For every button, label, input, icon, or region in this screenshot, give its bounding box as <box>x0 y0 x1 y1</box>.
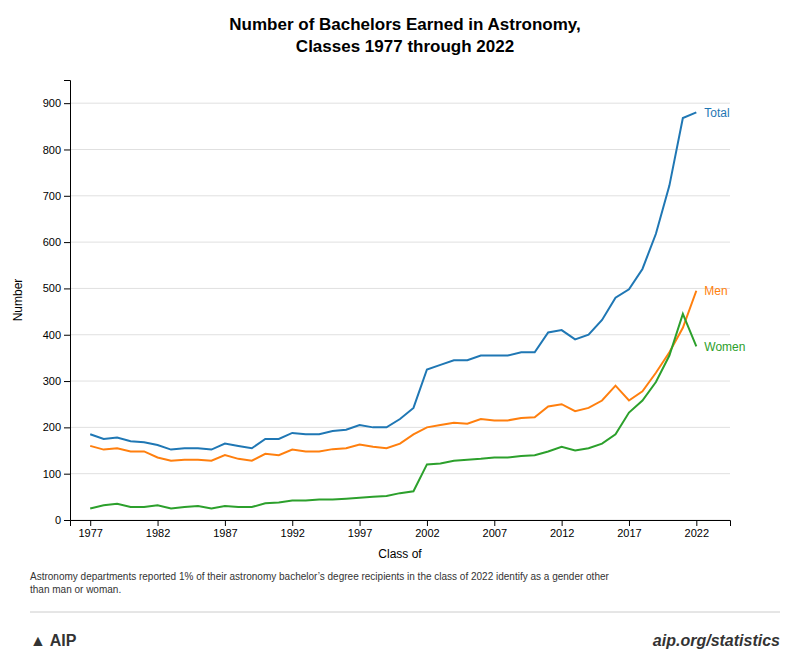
y-tick-mark <box>64 242 70 243</box>
y-tick: 900 <box>43 97 70 109</box>
x-axis-label: Class of <box>378 547 422 561</box>
x-tick: 2017 <box>617 520 641 539</box>
x-tick-mark <box>427 520 428 526</box>
x-tick-label: 2022 <box>685 527 709 539</box>
y-tick-label: 600 <box>43 236 61 248</box>
x-tick: 1987 <box>213 520 237 539</box>
y-tick-mark <box>64 427 70 428</box>
x-tick: 2022 <box>685 520 709 539</box>
x-tick: 2007 <box>483 520 507 539</box>
y-axis-label: Number <box>11 279 25 322</box>
grid-line <box>70 103 730 104</box>
x-tick-label: 1977 <box>78 527 102 539</box>
y-tick-label: 800 <box>43 143 61 155</box>
footnote: Astronomy departments reported 1% of the… <box>30 571 610 595</box>
y-tick-label: 500 <box>43 282 61 294</box>
y-tick: 0 <box>55 514 70 526</box>
y-tick: 400 <box>43 329 70 341</box>
x-tick-label: 2007 <box>483 527 507 539</box>
x-tick-mark <box>292 520 293 526</box>
y-tick-mark <box>64 474 70 475</box>
y-axis: 0 100 200 300 400 500 600 700 800 900 <box>43 81 71 527</box>
series-label: Women <box>704 340 745 354</box>
x-tick-label: 2017 <box>617 527 641 539</box>
lines <box>90 112 696 508</box>
series-label: Men <box>704 284 727 298</box>
y-tick-label: 100 <box>43 468 61 480</box>
separator <box>30 612 780 613</box>
y-tick-mark <box>64 103 70 104</box>
grid-line <box>70 195 730 196</box>
plot: 1977 1982 1987 1992 1997 2002 2007 2012 2017 2022… <box>11 81 745 562</box>
x-tick-label: 1992 <box>281 527 305 539</box>
footer-logo: ▲ AIP <box>30 632 77 649</box>
y-tick-label: 700 <box>43 190 61 202</box>
series-line <box>90 314 696 509</box>
y-tick-label: 0 <box>55 514 61 526</box>
chart: Number of Bachelors Earned in Astronomy,… <box>0 0 810 670</box>
grid-line <box>70 381 730 382</box>
y-tick-mark <box>64 288 70 289</box>
y-tick: 600 <box>43 236 70 248</box>
grid-line <box>70 334 730 335</box>
x-tick-mark <box>225 520 226 526</box>
x-tick-mark <box>629 520 630 526</box>
y-tick-label: 300 <box>43 375 61 387</box>
x-tick-mark <box>696 520 697 526</box>
y-tick: 500 <box>43 282 70 294</box>
title: Number of Bachelors Earned in Astronomy,… <box>229 15 580 56</box>
series-label: Total <box>704 106 729 120</box>
series-line <box>90 112 696 449</box>
x-tick-label: 1987 <box>213 527 237 539</box>
footer-website: aip.org/statistics <box>653 632 780 649</box>
footnote-line: than man or woman. <box>30 584 121 595</box>
x-tick-mark <box>494 520 495 526</box>
y-tick-label: 200 <box>43 421 61 433</box>
x-tick: 1977 <box>78 520 102 539</box>
x-tick-mark <box>158 520 159 526</box>
grid-line <box>70 427 730 428</box>
y-tick: 300 <box>43 375 70 387</box>
y-tick: 800 <box>43 143 70 155</box>
x-tick-label: 2002 <box>415 527 439 539</box>
y-tick-mark <box>64 520 70 521</box>
y-tick-label: 900 <box>43 97 61 109</box>
x-axis: 1977 1982 1987 1992 1997 2002 2007 2012 2017 2022 <box>71 520 731 539</box>
y-tick-mark <box>64 381 70 382</box>
title-line: Classes 1977 through 2022 <box>296 37 514 56</box>
x-tick: 1982 <box>146 520 170 539</box>
series-line <box>90 291 696 461</box>
grid-line <box>70 149 730 150</box>
x-tick-label: 2012 <box>550 527 574 539</box>
grid <box>70 103 730 520</box>
x-tick-mark <box>562 520 563 526</box>
title-line: Number of Bachelors Earned in Astronomy, <box>229 15 580 34</box>
y-tick: 700 <box>43 190 70 202</box>
y-tick-mark <box>64 149 70 150</box>
x-tick: 1997 <box>348 520 372 539</box>
x-tick: 2012 <box>550 520 574 539</box>
y-tick: 200 <box>43 421 70 433</box>
y-tick-label: 400 <box>43 329 61 341</box>
y-tick: 100 <box>43 468 70 480</box>
footnote-line: Astronomy departments reported 1% of the… <box>30 571 610 582</box>
x-tick: 2002 <box>415 520 439 539</box>
y-axis-line <box>64 81 71 521</box>
y-tick-mark <box>64 196 70 197</box>
x-tick: 1992 <box>281 520 305 539</box>
x-axis-line <box>71 521 731 527</box>
x-tick-label: 1997 <box>348 527 372 539</box>
series-labels: Total Men Women <box>704 106 745 354</box>
grid-line <box>70 473 730 474</box>
x-tick-mark <box>90 520 91 526</box>
x-tick-mark <box>360 520 361 526</box>
y-tick-mark <box>64 335 70 336</box>
grid-line <box>70 242 730 243</box>
x-tick-label: 1982 <box>146 527 170 539</box>
